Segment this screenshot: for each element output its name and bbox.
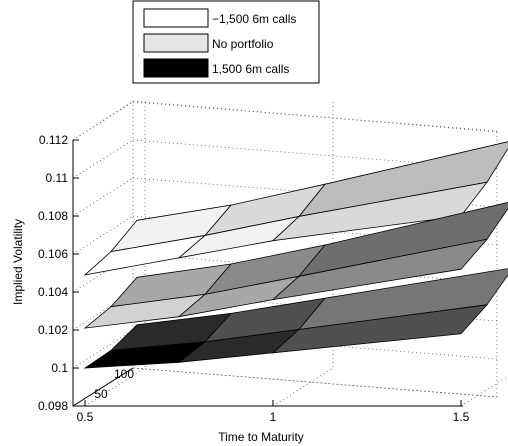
z-gridline bbox=[72, 139, 134, 179]
grid-box bbox=[72, 100, 498, 407]
legend-swatch bbox=[143, 8, 209, 28]
z-tick-label: 0.11 bbox=[46, 171, 69, 185]
legend-label: No portfolio bbox=[212, 37, 274, 51]
x-tick-label: 1.5 bbox=[453, 410, 470, 424]
legend-label: −1,500 6m calls bbox=[212, 12, 296, 26]
z-gridline bbox=[72, 101, 134, 141]
z-tick-label: 0.108 bbox=[38, 209, 68, 223]
z-tick-label: 0.102 bbox=[38, 323, 68, 337]
axes: 0.098 0.1 0.102 0.104 0.106 0.108 0.11 0.112 0.5… bbox=[38, 133, 470, 424]
z-gridline-back bbox=[132, 101, 498, 132]
z-tick-label: 0.112 bbox=[39, 133, 68, 147]
x-tick-label: 0.5 bbox=[77, 410, 94, 424]
legend-swatch bbox=[143, 33, 209, 53]
z-tick-label: 0.106 bbox=[38, 247, 68, 261]
legend: −1,500 6m calls No portfolio 1,500 6m call… bbox=[132, 0, 320, 84]
legend-swatch bbox=[143, 58, 209, 78]
x-axis-label: Time to Maturity bbox=[218, 430, 304, 444]
x-tick-label: 1 bbox=[270, 410, 277, 424]
depth-tick-label: 100 bbox=[114, 367, 134, 381]
legend-label: 1,500 6m calls bbox=[212, 62, 289, 76]
z-tick-label: 0.098 bbox=[38, 399, 68, 413]
z-gridline bbox=[72, 177, 134, 217]
surface-patch bbox=[271, 304, 489, 354]
z-gridline-back bbox=[132, 367, 498, 398]
z-tick-label: 0.1 bbox=[51, 361, 68, 375]
z-tick-label: 0.104 bbox=[38, 285, 68, 299]
depth-axis-line bbox=[72, 367, 134, 407]
z-gridline-back bbox=[132, 253, 498, 284]
surfaces bbox=[83, 141, 508, 369]
surface-patch bbox=[271, 238, 489, 301]
z-axis-label: Implied Volatility bbox=[11, 219, 25, 305]
depth-tick-label: 50 bbox=[94, 387, 108, 401]
